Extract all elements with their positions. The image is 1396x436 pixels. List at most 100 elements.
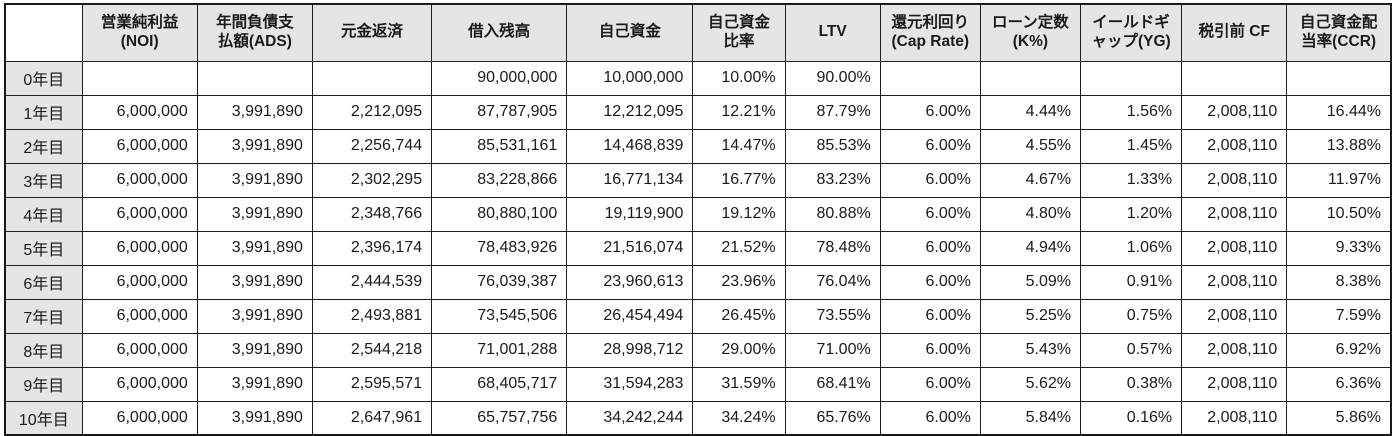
table-cell: 9.33%	[1286, 230, 1392, 266]
table-cell: 76,039,387	[431, 264, 568, 300]
column-header: 年間負債支 払額(ADS)	[196, 3, 313, 62]
table-cell: 21,516,074	[566, 230, 694, 266]
table-cell: 6,000,000	[81, 128, 198, 164]
table-row: 10年目 6,000,000 3,991,890 2,647,961 65,757,75…	[4, 400, 1392, 436]
table-cell: 5.62%	[979, 366, 1081, 402]
table-cell: 3,991,890	[196, 94, 313, 130]
table-cell: 3,991,890	[196, 332, 313, 368]
row-header: 0年目	[4, 60, 83, 96]
row-header: 9年目	[4, 366, 83, 402]
table-cell: 87.79%	[784, 94, 881, 130]
table-cell: 2,647,961	[311, 400, 433, 436]
table-cell: 2,595,571	[311, 366, 433, 402]
table-cell: 2,008,110	[1181, 298, 1288, 334]
table-cell: 0.57%	[1079, 332, 1183, 368]
row-header: 7年目	[4, 298, 83, 334]
table-cell: 3,991,890	[196, 196, 313, 232]
table-cell: 10.00%	[692, 60, 786, 96]
table-cell: 87,787,905	[431, 94, 568, 130]
table-row: 5年目 6,000,000 3,991,890 2,396,174 78,483,926…	[4, 230, 1392, 266]
table-cell: 28,998,712	[566, 332, 694, 368]
table-cell: 5.25%	[979, 298, 1081, 334]
table-cell: 23,960,613	[566, 264, 694, 300]
table-cell: 65.76%	[784, 400, 881, 436]
table-cell: 16.44%	[1286, 94, 1392, 130]
table-cell: 73,545,506	[431, 298, 568, 334]
row-header: 10年目	[4, 400, 83, 436]
table-cell: 78.48%	[784, 230, 881, 266]
table-cell	[879, 60, 981, 96]
table-cell: 4.67%	[979, 162, 1081, 198]
table-cell: 2,008,110	[1181, 332, 1288, 368]
table-cell: 26.45%	[692, 298, 786, 334]
table-cell	[1079, 60, 1183, 96]
table-row: 1年目 6,000,000 3,991,890 2,212,095 87,787,905…	[4, 94, 1392, 130]
table-cell: 90,000,000	[431, 60, 568, 96]
table-cell: 6.92%	[1286, 332, 1392, 368]
table-cell: 8.38%	[1286, 264, 1392, 300]
table-cell: 68.41%	[784, 366, 881, 402]
table-cell: 6.00%	[879, 332, 981, 368]
table-cell: 34,242,244	[566, 400, 694, 436]
table-cell: 4.80%	[979, 196, 1081, 232]
table-cell: 6.00%	[879, 128, 981, 164]
column-header: 借入残高	[431, 3, 568, 62]
table-cell: 13.88%	[1286, 128, 1392, 164]
table-cell: 6.00%	[879, 94, 981, 130]
table-cell: 14,468,839	[566, 128, 694, 164]
table-cell: 6.00%	[879, 400, 981, 436]
table-cell: 2,348,766	[311, 196, 433, 232]
table-cell	[81, 60, 198, 96]
table-header: 営業純利益 (NOI) 年間負債支 払額(ADS) 元金返済 借入残高 自己資金 自己資金…	[4, 3, 1392, 62]
table-cell: 2,008,110	[1181, 366, 1288, 402]
table-cell: 2,008,110	[1181, 230, 1288, 266]
table-cell: 0.75%	[1079, 298, 1183, 334]
column-header: 還元利回り (Cap Rate)	[879, 3, 981, 62]
table-cell: 2,544,218	[311, 332, 433, 368]
table-cell: 3,991,890	[196, 230, 313, 266]
table-cell: 1.56%	[1079, 94, 1183, 130]
table-cell	[1181, 60, 1288, 96]
table-cell: 1.06%	[1079, 230, 1183, 266]
table-cell: 90.00%	[784, 60, 881, 96]
table-cell: 34.24%	[692, 400, 786, 436]
table-cell	[196, 60, 313, 96]
table-cell: 2,008,110	[1181, 128, 1288, 164]
table-cell: 65,757,756	[431, 400, 568, 436]
table-cell: 76.04%	[784, 264, 881, 300]
table-cell: 6.00%	[879, 366, 981, 402]
table-cell: 3,991,890	[196, 264, 313, 300]
table-cell: 7.59%	[1286, 298, 1392, 334]
table-cell: 16.77%	[692, 162, 786, 198]
table-row: 6年目 6,000,000 3,991,890 2,444,539 76,039,387…	[4, 264, 1392, 300]
table-body: 0年目 90,000,000 10,000,000 10.00% 90.00% 1年目 6,…	[4, 60, 1392, 436]
corner-cell	[4, 3, 83, 62]
table-row: 2年目 6,000,000 3,991,890 2,256,744 85,531,161…	[4, 128, 1392, 164]
financial-projection-table: 営業純利益 (NOI) 年間負債支 払額(ADS) 元金返済 借入残高 自己資金 自己資金…	[4, 3, 1392, 436]
table-cell: 4.94%	[979, 230, 1081, 266]
table-cell: 6.00%	[879, 230, 981, 266]
table-cell: 23.96%	[692, 264, 786, 300]
table-cell: 3,991,890	[196, 298, 313, 334]
table-cell: 2,008,110	[1181, 162, 1288, 198]
table-cell: 6.00%	[879, 196, 981, 232]
table-cell: 5.84%	[979, 400, 1081, 436]
table-cell: 6,000,000	[81, 366, 198, 402]
table-cell: 10,000,000	[566, 60, 694, 96]
table-cell: 29.00%	[692, 332, 786, 368]
table-row: 4年目 6,000,000 3,991,890 2,348,766 80,880,100…	[4, 196, 1392, 232]
column-header: 自己資金 比率	[692, 3, 786, 62]
table-cell: 16,771,134	[566, 162, 694, 198]
table-cell: 85,531,161	[431, 128, 568, 164]
table-cell: 3,991,890	[196, 366, 313, 402]
table-cell: 83.23%	[784, 162, 881, 198]
table-cell: 78,483,926	[431, 230, 568, 266]
table-row: 3年目 6,000,000 3,991,890 2,302,295 83,228,866…	[4, 162, 1392, 198]
table-cell: 1.45%	[1079, 128, 1183, 164]
table-cell: 6.00%	[879, 162, 981, 198]
row-header: 6年目	[4, 264, 83, 300]
table-cell: 5.86%	[1286, 400, 1392, 436]
table-row: 7年目 6,000,000 3,991,890 2,493,881 73,545,506…	[4, 298, 1392, 334]
table-cell: 6,000,000	[81, 94, 198, 130]
table-cell: 2,302,295	[311, 162, 433, 198]
